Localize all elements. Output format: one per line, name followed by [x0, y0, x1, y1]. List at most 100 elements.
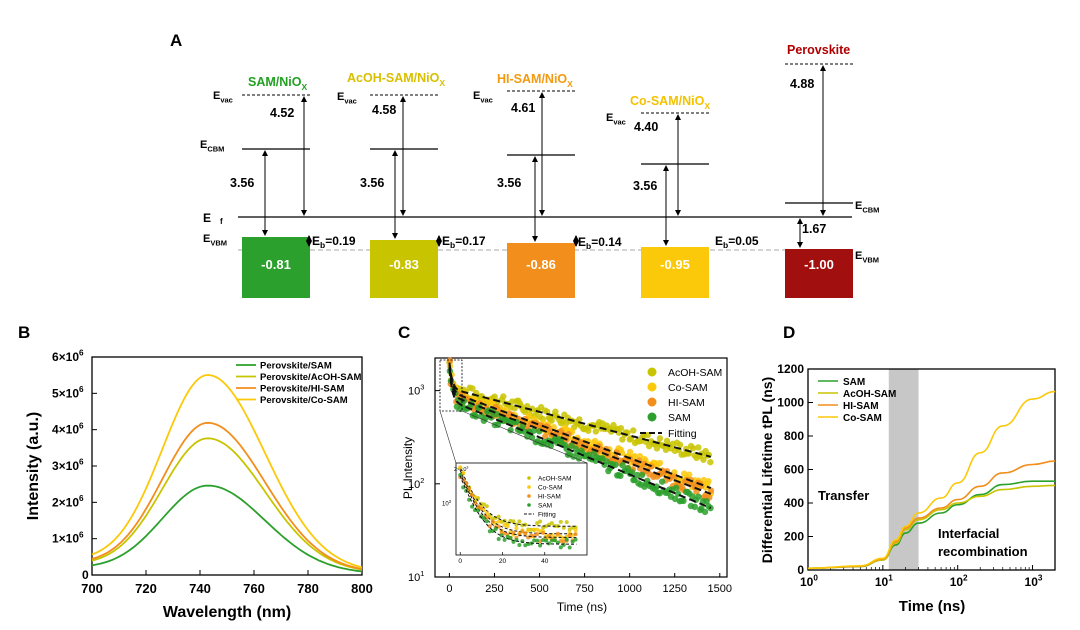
inset-fit-line — [459, 467, 577, 527]
ecbm-label-sub: CBM — [207, 144, 224, 153]
band-gap-value: 3.56 — [230, 176, 254, 190]
data-point — [624, 465, 632, 472]
inset-legend-marker — [527, 485, 531, 489]
inset-data-point — [490, 529, 495, 534]
ecbm-label-right-sub: CBM — [862, 205, 879, 214]
x-tick-label: 780 — [297, 581, 319, 596]
inset-data-point — [567, 527, 572, 532]
band-gap-value: 3.56 — [633, 179, 657, 193]
data-point — [626, 448, 634, 456]
inset-data-point — [546, 522, 551, 527]
y-tick-label-sup: 6 — [79, 494, 84, 503]
vbm-block — [785, 249, 853, 298]
inset-data-point — [484, 519, 489, 524]
inset-data-point — [514, 526, 519, 531]
x-tick-label: 700 — [81, 581, 103, 596]
y-tick-label-main: 4×10 — [52, 423, 79, 437]
x-tick-label: 740 — [189, 581, 211, 596]
eb-label: Eb=0.05 — [715, 234, 759, 250]
x-tick-label: 103 — [1025, 574, 1043, 589]
evac-label: Evac — [213, 90, 233, 104]
inset-y-tick-label-main: 10 — [442, 501, 449, 507]
work-function-value: 4.88 — [790, 77, 814, 91]
panel-label-c: C — [398, 323, 410, 342]
inset-data-point — [573, 528, 578, 533]
data-point — [577, 439, 585, 446]
data-point — [528, 434, 536, 441]
data-point — [705, 477, 712, 485]
inset-data-point — [520, 529, 525, 534]
x-tick-label: 101 — [875, 574, 893, 589]
eb-sub: b — [586, 241, 591, 251]
data-point — [707, 458, 714, 466]
inset-data-point — [573, 532, 578, 537]
inset-data-point — [470, 504, 475, 509]
x-tick-label: 250 — [485, 583, 503, 595]
series-line-acoh-sam — [807, 484, 1056, 570]
panel-label-a: A — [170, 31, 182, 50]
legend-entry: HI-SAM — [668, 397, 705, 409]
data-point — [700, 456, 707, 463]
inset-legend-marker — [527, 503, 531, 507]
y-tick-label-main: 10 — [408, 479, 420, 491]
inset-data-point — [532, 527, 537, 532]
data-point — [548, 417, 555, 424]
inset-data-point — [511, 519, 516, 524]
inset-y-tick-label-sup: 3 — [466, 465, 468, 469]
data-point — [619, 436, 626, 443]
data-point — [656, 459, 664, 467]
y-tick-label-main: 5×10 — [52, 386, 79, 400]
work-function-value: 4.61 — [511, 101, 535, 115]
data-point — [656, 435, 664, 442]
legend-entry: Perovskite/Co-SAM — [260, 395, 348, 406]
x-tick-label: 0 — [446, 583, 452, 595]
data-point — [695, 493, 702, 500]
evac-label-main: E — [606, 112, 613, 124]
inset-data-point — [544, 524, 549, 529]
eb-sub: b — [723, 240, 728, 250]
annotation-transfer: Transfer — [818, 488, 869, 503]
inset-data-point — [481, 502, 486, 507]
inset-legend-entry: HI-SAM — [538, 494, 561, 501]
y-tick-label: 6×106 — [52, 349, 84, 364]
y-tick-label: 103 — [408, 383, 424, 398]
zoom-connector — [439, 410, 457, 464]
y-tick-label-main: 2×10 — [52, 495, 79, 509]
legend-entry: SAM — [668, 412, 691, 424]
data-point — [707, 487, 715, 494]
inset-data-point — [538, 519, 543, 524]
inset-data-point — [538, 543, 543, 548]
evac-label-main: E — [213, 90, 220, 102]
ecbm-label-right: ECBM — [855, 200, 879, 214]
x-tick-label-main: 10 — [1025, 575, 1039, 589]
data-point — [641, 460, 648, 468]
material-group-sam: SAM/NiOX -0.81 4.52 3.56 Eb=0.19 — [230, 75, 356, 298]
eb-value: =0.19 — [325, 234, 356, 248]
data-point — [672, 484, 680, 491]
data-point — [631, 453, 639, 460]
inset-data-point — [538, 528, 543, 533]
x-tick-label-main: 10 — [800, 575, 814, 589]
legend-entry: SAM — [843, 377, 865, 388]
y-tick-label: 2×106 — [52, 494, 84, 509]
series-line-sam — [91, 484, 363, 573]
inset-data-point — [508, 518, 513, 523]
material-name-sub: X — [567, 79, 573, 89]
y-axis-label: Intensity (a.u.) — [25, 412, 42, 520]
series-line-acoh-sam — [91, 437, 363, 571]
material-name: HI-SAM/NiOX — [497, 72, 573, 89]
inset-data-point — [549, 521, 554, 526]
legend-entry: HI-SAM — [843, 401, 879, 412]
eb-sub: b — [450, 240, 455, 250]
data-point — [634, 471, 641, 479]
data-point — [680, 497, 687, 505]
data-point — [617, 472, 624, 480]
data-point — [446, 357, 454, 364]
y-tick-label-main: 3×10 — [52, 459, 79, 473]
material-name-main: AcOH-SAM/NiO — [347, 71, 440, 85]
inset-legend-entry: AcOH-SAM — [538, 476, 572, 483]
inset-data-point — [526, 528, 531, 533]
ecbm-label: ECBM — [200, 139, 224, 153]
y-tick-label-sup: 6 — [79, 349, 84, 358]
